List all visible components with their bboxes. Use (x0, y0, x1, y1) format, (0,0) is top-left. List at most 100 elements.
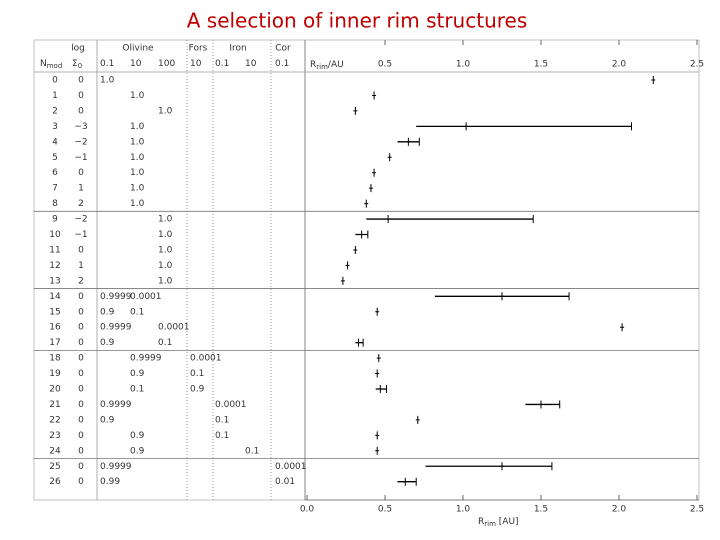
table-cell: 1 (78, 261, 84, 271)
rim-point (375, 369, 380, 378)
rim-point (378, 385, 383, 393)
x-tick-label: 2.5 (690, 505, 704, 515)
rim-point (345, 261, 350, 270)
table-cell: 0.1 (215, 431, 229, 441)
x-axis-label-sub: rim (484, 520, 496, 528)
rim-point (500, 292, 504, 301)
column-header-sub: 0 (78, 62, 82, 70)
table-cell: 1.0 (100, 76, 115, 86)
model-number: 14 (49, 292, 61, 302)
model-number: 16 (49, 323, 61, 333)
model-number: 2 (52, 106, 58, 116)
table-cell: 1.0 (158, 261, 173, 271)
column-header: Σ0 (72, 59, 82, 71)
table-cell: 0 (78, 292, 84, 302)
rim-point (500, 462, 504, 471)
rim-point (364, 199, 369, 208)
table-cell: −1 (74, 230, 87, 240)
table-cell: −2 (74, 215, 87, 225)
table-cell: 0 (78, 307, 84, 317)
rim-point (353, 245, 358, 254)
column-header-main: 0.1 (100, 59, 114, 69)
column-header-main: 10 (245, 59, 257, 69)
model-number: 19 (49, 369, 61, 379)
row-header: Nmod (40, 59, 62, 71)
table-cell: 0 (78, 415, 84, 425)
x-tick-label: 0.0 (300, 505, 315, 515)
table-cell: 0 (78, 76, 84, 86)
table-cell: 1.0 (130, 153, 145, 163)
table-cell: 1.0 (130, 91, 145, 101)
rim-point (651, 76, 656, 84)
top-x-axis-label-main: R (310, 60, 316, 70)
rim-point (620, 323, 625, 332)
top-x-tick-label: 1.0 (456, 60, 471, 70)
table-cell: 0.0001 (130, 292, 162, 302)
group-header: Iron (229, 44, 246, 54)
column-header-main: 0.1 (275, 59, 289, 69)
row-header-sub: mod (47, 62, 63, 70)
rim-point (356, 338, 361, 347)
column-header: 10 (190, 59, 202, 69)
rim-point (387, 153, 392, 162)
table-cell: 0.9 (130, 369, 145, 379)
row-header-main: N (40, 59, 47, 69)
table-cell: 0 (78, 385, 84, 395)
group-header: Cor (275, 44, 291, 54)
table-cell: 0 (78, 400, 84, 410)
table-cell: 0 (78, 106, 84, 116)
table-cell: 0.1 (245, 446, 259, 456)
table-cell: 0.9 (100, 307, 115, 317)
model-number: 5 (52, 153, 58, 163)
column-header-main: 0.1 (215, 59, 229, 69)
table-cell: 0 (78, 338, 84, 348)
model-number: 13 (49, 276, 60, 286)
model-number: 8 (52, 199, 58, 209)
table-cell: 0.9999 (100, 462, 132, 472)
model-number: 0 (52, 76, 58, 86)
table-cell: 0.0001 (275, 462, 307, 472)
group-header: log (71, 44, 85, 54)
model-number: 11 (49, 245, 60, 255)
table-cell: 0.9999 (100, 292, 132, 302)
x-tick-label: 0.5 (378, 505, 392, 515)
table-cell: 0.9 (100, 338, 115, 348)
table-cell: 0.0001 (190, 354, 222, 364)
group-header: Fors (189, 44, 208, 54)
rim-point (403, 477, 408, 486)
rim-point (368, 184, 373, 193)
table-cell: 0 (78, 245, 84, 255)
table-cell: 0.0001 (158, 323, 190, 333)
column-header: 100 (158, 59, 175, 69)
column-header: 10 (245, 59, 257, 69)
table-cell: 1.0 (158, 215, 173, 225)
table-cell: −3 (74, 122, 87, 132)
model-number: 9 (52, 215, 58, 225)
rim-point (464, 122, 469, 131)
model-number: 3 (52, 122, 58, 132)
column-header: 0.1 (215, 59, 229, 69)
top-x-axis-label: Rrim/AU (310, 60, 344, 72)
model-number: 1 (52, 91, 58, 101)
table-cell: 1 (78, 184, 84, 194)
column-header-main: 100 (158, 59, 175, 69)
model-number: 18 (49, 354, 61, 364)
table-cell: 1.0 (158, 245, 173, 255)
column-header: 10 (130, 59, 142, 69)
table-cell: 1.0 (130, 122, 145, 132)
table-cell: 0 (78, 369, 84, 379)
table-cell: 0.9 (190, 385, 205, 395)
table-cell: −2 (74, 137, 87, 147)
rim-point (375, 431, 380, 440)
rim-point (386, 215, 391, 224)
table-cell: 1.0 (158, 230, 173, 240)
table-cell: 0.9999 (130, 354, 162, 364)
model-number: 7 (52, 184, 58, 194)
x-tick-label: 1.0 (456, 505, 471, 515)
rim-point (376, 354, 381, 363)
x-axis-label-rest: [AU] (496, 517, 519, 527)
model-number: 22 (49, 415, 60, 425)
top-x-tick-label: 2.0 (612, 60, 627, 70)
table-cell: 0 (78, 477, 84, 487)
